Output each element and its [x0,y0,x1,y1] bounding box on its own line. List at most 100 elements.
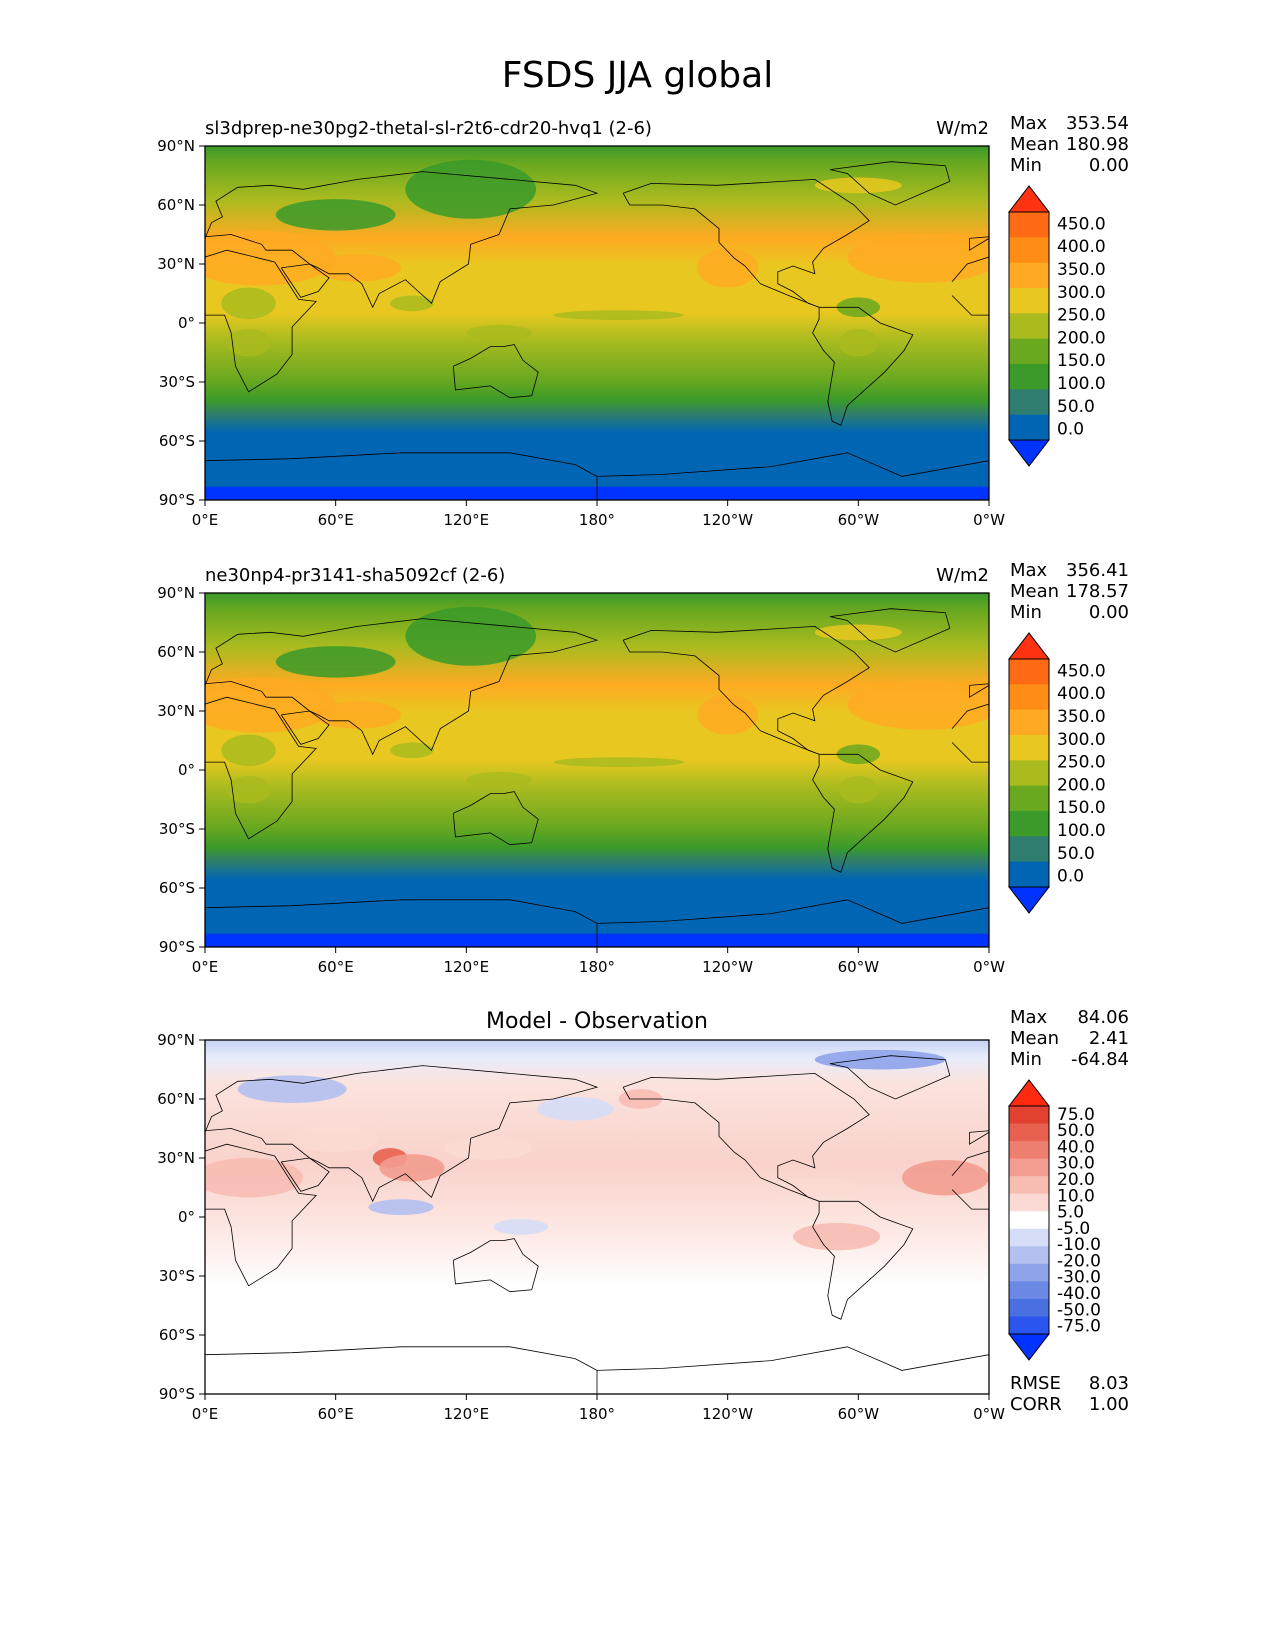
stat-label: Min [1010,602,1042,623]
y-tick-label: 90°S [159,1385,195,1403]
stat-value: 353.54 [1066,113,1129,134]
field-patch [205,677,336,733]
colorbar-1-tick-label: 50.0 [1057,397,1095,417]
colorbar-1-tick-label: 400.0 [1057,237,1106,257]
field-patch [205,230,336,286]
coastline-antarctica-east [596,452,989,500]
colorbar-1-tick-label: 250.0 [1057,306,1106,326]
coastline-arabia [280,263,330,298]
colorbar-3-segment [1009,1123,1049,1142]
coastline-eurasia-west [205,171,599,309]
map-field [205,593,989,947]
y-tick-label: 90°N [157,584,195,602]
x-tick-label: 120°W [702,1405,753,1423]
coastline-australia [452,344,539,399]
coastline-eurasia-west [205,618,599,756]
field-patch [814,1049,946,1070]
stat-label: Mean [1010,581,1059,602]
colorbar-3-segment [1009,1298,1049,1317]
coastline-africa-west [205,1143,317,1287]
colorbar-3-segment [1009,1106,1049,1125]
colorbar-3-tick-label: 40.0 [1057,1137,1095,1157]
x-tick-label: 180° [579,511,615,529]
figure-title: FSDS JJA global [501,55,774,96]
stat-value: 84.06 [1077,1007,1129,1028]
x-tick-label: 0°W [973,511,1005,529]
colorbar-3-tick-label: 5.0 [1057,1203,1084,1223]
coastline-arabia [280,710,330,745]
colorbar-2-extend-max [1007,632,1051,660]
colorbar-1-tick-label: 450.0 [1057,214,1106,234]
stat-value: 178.57 [1066,581,1129,602]
field-patch [390,742,434,759]
field-patch [292,1124,380,1153]
stat-label: Mean [1010,1028,1059,1049]
colorbar-2-segment [1009,735,1049,761]
colorbar-3-tick-label: -50.0 [1057,1300,1101,1320]
x-tick-label: 60°E [318,958,354,976]
y-tick-label: 30°S [159,820,195,838]
y-tick-label: 60°N [157,196,195,214]
y-tick-label: 0° [178,761,195,779]
stat-label: Mean [1010,134,1059,155]
colorbar-2-segment [1009,811,1049,837]
stat-value: -64.84 [1071,1049,1129,1070]
colorbar-3-tick-label: -10.0 [1057,1235,1101,1255]
field-background [205,146,989,500]
colorbar-2-tick-label: 450.0 [1057,661,1106,681]
y-tick-label: 60°N [157,1090,195,1108]
coastline-eurasia-west [205,1065,599,1203]
metric-label: RMSE [1010,1373,1061,1394]
y-tick-label: 30°S [159,1267,195,1285]
stat-value: 2.41 [1089,1028,1129,1049]
y-tick-label: 60°S [159,1326,195,1344]
field-patch [847,233,989,283]
x-tick-label: 0°W [973,1405,1005,1423]
x-tick-label: 120°E [444,958,490,976]
field-patch [221,287,276,320]
coastline-antarctica-east [596,899,989,947]
stat-label: Max [1010,560,1048,581]
field-background [205,593,989,947]
colorbar-3-segment [1009,1211,1049,1230]
colorbar-1-segment [1009,288,1049,314]
colorbar-3-segment [1009,1158,1049,1177]
coastline-antarctica-west [205,899,598,947]
stat-value: 180.98 [1066,134,1129,155]
colorbar-2-extend-min [1007,886,1051,914]
coastline-africa-west [205,249,317,393]
coastline-australia [452,791,539,846]
colorbar-1-extend-min [1007,439,1051,467]
coastline-australia [452,1238,539,1293]
x-tick-label: 60°E [318,511,354,529]
coastline-antarctica-west [205,1346,598,1394]
colorbar-3-segment [1009,1246,1049,1265]
x-tick-label: 120°W [702,511,753,529]
panel-units: W/m2 [936,565,989,586]
x-tick-label: 60°W [838,958,880,976]
field-patch [537,1097,614,1121]
y-tick-label: 90°S [159,938,195,956]
x-tick-label: 60°W [838,1405,880,1423]
field-patch [493,1218,548,1235]
coastline-antarctica-west [205,452,598,500]
colorbar-2-tick-label: 50.0 [1057,844,1095,864]
coastline-north_america [622,1072,870,1202]
field-patch [275,646,396,678]
x-tick-label: 120°E [444,511,490,529]
x-tick-label: 120°E [444,1405,490,1423]
colorbar-1-tick-label: 150.0 [1057,351,1106,371]
map-field [205,1040,989,1394]
colorbar-3-tick-label: -30.0 [1057,1268,1101,1288]
field-patch [226,775,271,804]
y-tick-label: 30°N [157,255,195,273]
colorbar-2-segment [1009,760,1049,787]
colorbar-3-extend-max [1007,1079,1051,1107]
colorbar-3-tick-label: 30.0 [1057,1154,1095,1174]
y-tick-label: 30°N [157,1149,195,1167]
colorbar-3-tick-label: 75.0 [1057,1105,1095,1125]
colorbar-3-outline [1008,1105,1050,1335]
field-patch [697,695,759,735]
colorbar-3-tick-label: 10.0 [1057,1186,1095,1206]
field-patch [814,624,902,641]
